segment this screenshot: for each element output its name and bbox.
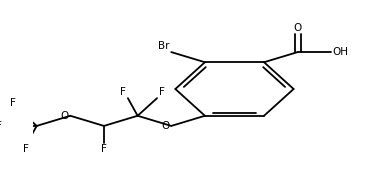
Text: F: F xyxy=(10,98,16,108)
Text: O: O xyxy=(294,23,302,33)
Text: F: F xyxy=(120,87,126,97)
Text: F: F xyxy=(0,121,2,131)
Text: F: F xyxy=(101,144,107,154)
Text: F: F xyxy=(159,87,164,97)
Text: O: O xyxy=(161,121,170,131)
Text: Br: Br xyxy=(158,41,170,51)
Text: F: F xyxy=(23,144,29,154)
Text: O: O xyxy=(60,111,68,121)
Text: OH: OH xyxy=(333,47,349,57)
